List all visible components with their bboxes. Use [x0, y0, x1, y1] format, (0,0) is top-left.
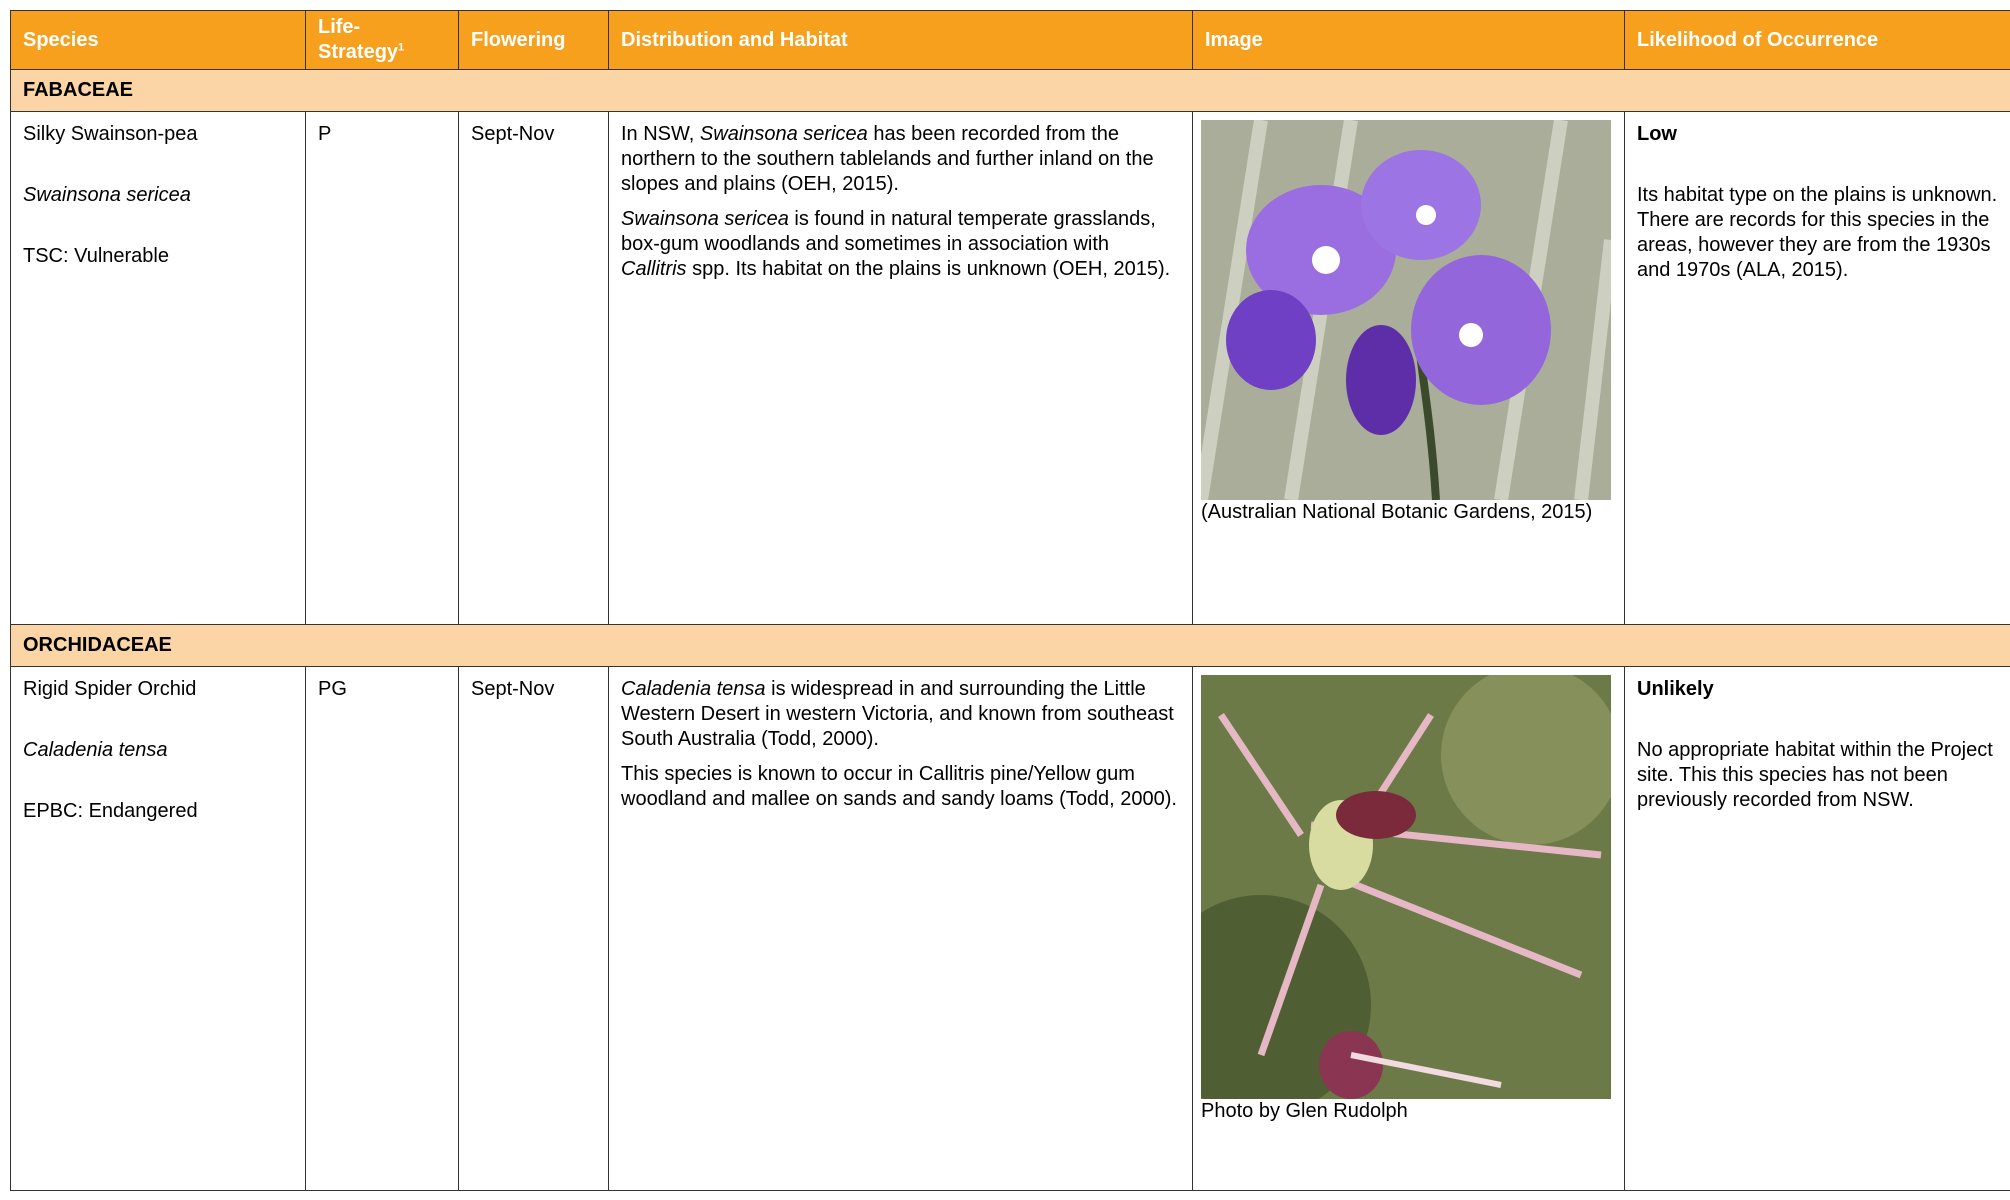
species-line: Caladenia tensa — [23, 738, 293, 763]
image-caption: Photo by Glen Rudolph — [1201, 1100, 1408, 1122]
flowering-cell: Sept-Nov — [458, 111, 609, 625]
column-header: Likelihood of Occurrence — [1624, 10, 2010, 70]
header-text: Flowering — [471, 28, 566, 51]
species-line: EPBC: Endangered — [23, 799, 293, 824]
column-header: Species — [10, 10, 306, 70]
likelihood-note: Its habitat type on the plains is unknow… — [1637, 184, 1998, 281]
header-text: Species — [23, 28, 99, 51]
text-run: Rigid Spider Orchid — [23, 678, 197, 700]
life-strategy-cell: P — [305, 111, 459, 625]
photo-art — [1201, 120, 1611, 500]
text-run: In NSW, — [621, 123, 700, 145]
species-line: Rigid Spider Orchid — [23, 677, 293, 702]
species-row: Rigid Spider Orchid Caladenia tensa EPBC: … — [10, 666, 2010, 1191]
family-row: ORCHIDACEAE — [10, 624, 2010, 667]
header-row: Species Life-Strategy1 Flowering Distributi… — [10, 10, 2010, 70]
text-run: has been recorded from the northern to t… — [621, 123, 1154, 195]
photo — [1201, 120, 1616, 500]
family-cell: FABACEAE — [10, 69, 2010, 112]
life-strategy-cell: PG — [305, 666, 459, 1191]
species-line: Swainsona sericea — [23, 183, 293, 208]
header-text: Life-Strategy — [318, 16, 399, 63]
likelihood-rating: Low — [1637, 123, 1677, 145]
column-header: Distribution and Habitat — [608, 10, 1193, 70]
text-run: TSC: Vulnerable — [23, 245, 169, 267]
paragraph: In NSW, Swainsona sericea has been recor… — [621, 122, 1180, 197]
text-run: This species is known to occur in Callit… — [621, 763, 1177, 810]
likelihood-cell: Unlikely No appropriate habitat within th… — [1624, 666, 2010, 1191]
text-run: EPBC: Endangered — [23, 800, 198, 822]
species-cell: Silky Swainson-pea Swainsona sericea TSC: … — [10, 111, 306, 625]
text-run: is widespread in and surrounding the Lit… — [621, 678, 1174, 750]
flowering-cell: Sept-Nov — [458, 666, 609, 1191]
column-header: Image — [1192, 10, 1625, 70]
column-header: Flowering — [458, 10, 609, 70]
species-row: Silky Swainson-pea Swainsona sericea TSC: … — [10, 111, 2010, 625]
image-cell: Photo by Glen Rudolph — [1192, 666, 1625, 1191]
photo — [1201, 675, 1616, 1099]
column-header: Life-Strategy1 — [305, 10, 459, 70]
text-run: Swainsona sericea — [621, 208, 789, 230]
image-caption: (Australian National Botanic Gardens, 20… — [1201, 501, 1593, 523]
text-run: Callitris — [621, 258, 687, 280]
text-run: Caladenia tensa — [621, 678, 766, 700]
likelihood-note: No appropriate habitat within the Projec… — [1637, 739, 1993, 811]
text-run: Caladenia tensa — [23, 739, 168, 761]
distribution-cell: In NSW, Swainsona sericea has been recor… — [608, 111, 1193, 625]
paragraph: Caladenia tensa is widespread in and sur… — [621, 677, 1180, 752]
likelihood-rating: Unlikely — [1637, 678, 1714, 700]
paragraph: Swainsona sericea is found in natural te… — [621, 207, 1180, 282]
species-line: TSC: Vulnerable — [23, 244, 293, 269]
species-line: Silky Swainson-pea — [23, 122, 293, 147]
likelihood-cell: Low Its habitat type on the plains is unk… — [1624, 111, 2010, 625]
footnote-mark: 1 — [398, 41, 405, 54]
species-cell: Rigid Spider Orchid Caladenia tensa EPBC: … — [10, 666, 306, 1191]
image-cell: (Australian National Botanic Gardens, 20… — [1192, 111, 1625, 625]
distribution-cell: Caladenia tensa is widespread in and sur… — [608, 666, 1193, 1191]
paragraph: This species is known to occur in Callit… — [621, 762, 1180, 812]
text-run: is found in natural temperate grasslands… — [621, 208, 1156, 255]
header-text: Likelihood of Occurrence — [1637, 28, 1879, 51]
species-table: Species Life-Strategy1 Flowering Distributi… — [10, 10, 2010, 1191]
text-run: Swainsona sericea — [23, 184, 191, 206]
header-text: Distribution and Habitat — [621, 28, 848, 51]
family-cell: ORCHIDACEAE — [10, 624, 2010, 667]
header-text: Image — [1205, 28, 1263, 51]
text-run: Silky Swainson-pea — [23, 123, 198, 145]
photo-art — [1201, 675, 1611, 1099]
family-row: FABACEAE — [10, 69, 2010, 112]
text-run: Swainsona sericea — [699, 123, 868, 145]
text-run: spp. Its habitat on the plains is unknow… — [686, 258, 1171, 280]
